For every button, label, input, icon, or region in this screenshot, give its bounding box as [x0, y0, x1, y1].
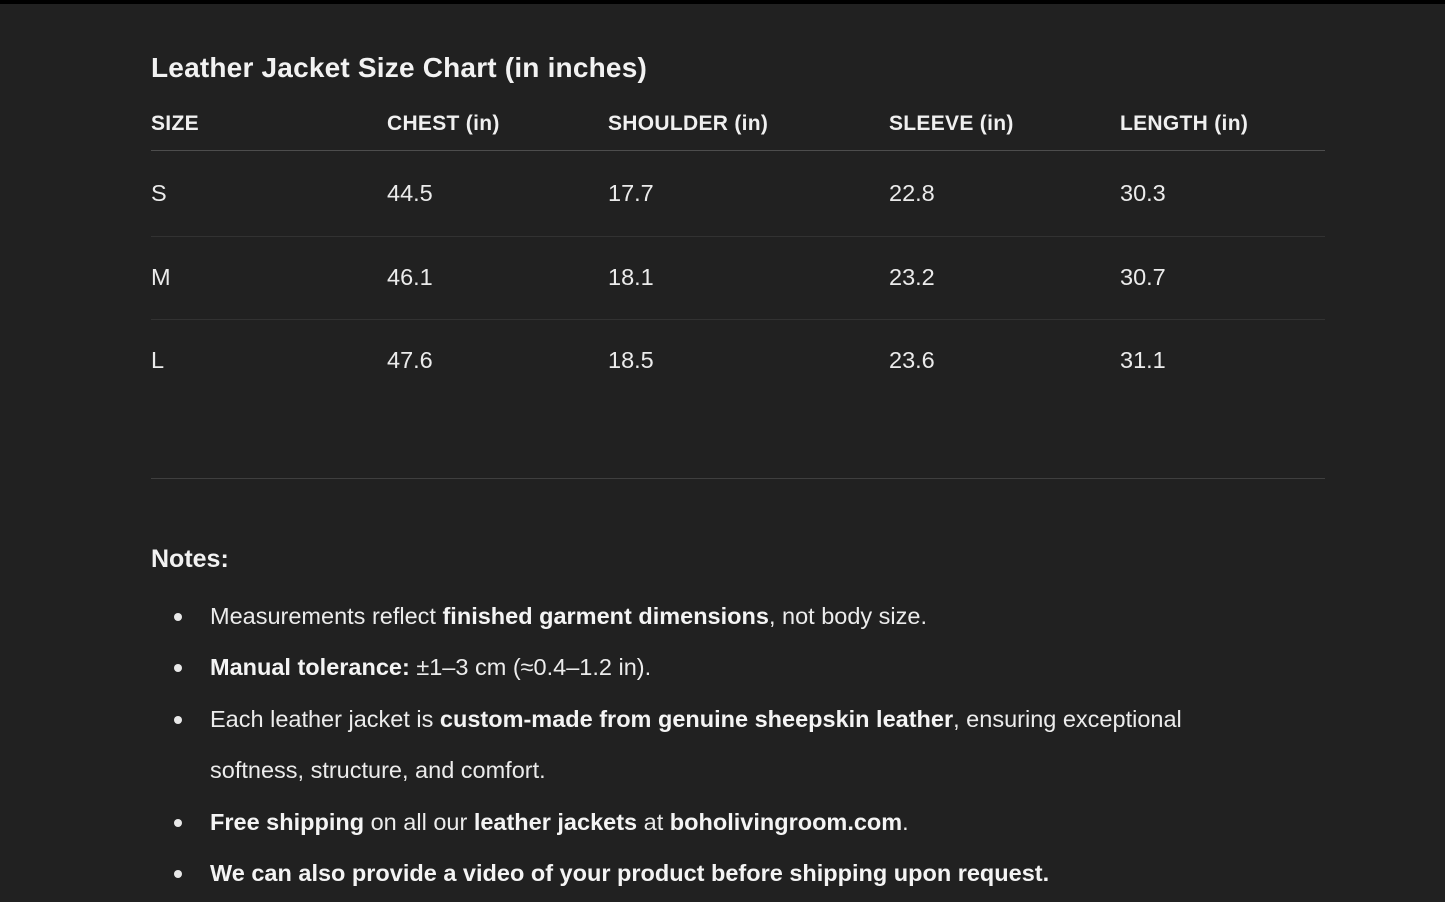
page-title: Leather Jacket Size Chart (in inches)	[151, 52, 648, 83]
column-header-length: LENGTH (in)	[1120, 111, 1249, 135]
cell-shoulder: 18.1	[608, 264, 654, 290]
cell-length: 31.1	[1120, 347, 1166, 373]
cell-size: S	[151, 179, 167, 206]
cell-sleeve: 22.8	[889, 179, 935, 206]
note-text-bold: custom-made from genuine sheepskin leath…	[439, 705, 954, 732]
note-text-bold: Free shipping	[210, 808, 365, 835]
note-text: .	[902, 808, 909, 835]
note-text: Each leather jacket is	[210, 705, 440, 732]
notes-heading: Notes:	[151, 544, 229, 573]
note-text: ±1–3 cm (≈0.4–1.2 in).	[409, 654, 652, 680]
cell-chest: 46.1	[387, 264, 433, 290]
notes-list: Measurements reflect finished garment di…	[151, 591, 1231, 900]
cell-size: L	[151, 347, 165, 373]
size-chart-table: SIZE CHEST (in) SHOULDER (in) SLEEVE (in…	[151, 88, 1325, 402]
note-text-bold: We can also provide a video of your prod…	[210, 860, 1050, 886]
cell-length: 30.3	[1120, 179, 1166, 206]
column-header-sleeve: SLEEVE (in)	[889, 111, 1014, 135]
cell-length: 30.7	[1120, 264, 1166, 290]
list-item: Free shipping on all our leather jackets…	[151, 797, 1231, 849]
cell-sleeve: 23.6	[889, 347, 935, 373]
note-text-bold: finished garment dimensions	[442, 602, 769, 629]
note-text-bold: leather jackets	[473, 808, 638, 835]
table-row: M 46.1 18.1 23.2 30.7	[151, 237, 1325, 320]
cell-shoulder: 17.7	[608, 179, 654, 206]
note-text: at	[637, 808, 670, 835]
table-row: L 47.6 18.5 23.6 31.1	[151, 320, 1325, 402]
size-chart-document: Leather Jacket Size Chart (in inches) SI…	[151, 48, 1325, 900]
cell-shoulder: 18.5	[608, 347, 654, 373]
column-header-shoulder: SHOULDER (in)	[608, 111, 769, 135]
note-text-bold: boholivingroom.com	[669, 808, 903, 835]
column-header-chest: CHEST (in)	[387, 111, 500, 135]
list-item: Measurements reflect finished garment di…	[151, 591, 1231, 643]
list-item: Each leather jacket is custom-made from …	[151, 694, 1231, 797]
note-text: , ensuring exceptional softness, structu…	[210, 705, 1182, 784]
section-divider	[151, 477, 1325, 479]
top-bar	[0, 0, 1445, 4]
column-header-size: SIZE	[151, 111, 199, 135]
list-item: We can also provide a video of your prod…	[151, 848, 1231, 900]
table-row: S 44.5 17.7 22.8 30.3	[151, 151, 1325, 237]
cell-chest: 47.6	[387, 347, 433, 373]
table-header-row: SIZE CHEST (in) SHOULDER (in) SLEEVE (in…	[151, 88, 1325, 151]
cell-chest: 44.5	[387, 179, 433, 206]
note-text: Measurements reflect	[210, 602, 443, 629]
note-text: on all our	[364, 808, 474, 835]
cell-size: M	[151, 264, 171, 290]
cell-sleeve: 23.2	[889, 264, 935, 290]
note-text: , not body size.	[768, 602, 928, 629]
note-text-bold: Manual tolerance:	[210, 654, 410, 680]
list-item: Manual tolerance: ±1–3 cm (≈0.4–1.2 in).	[151, 642, 1231, 694]
